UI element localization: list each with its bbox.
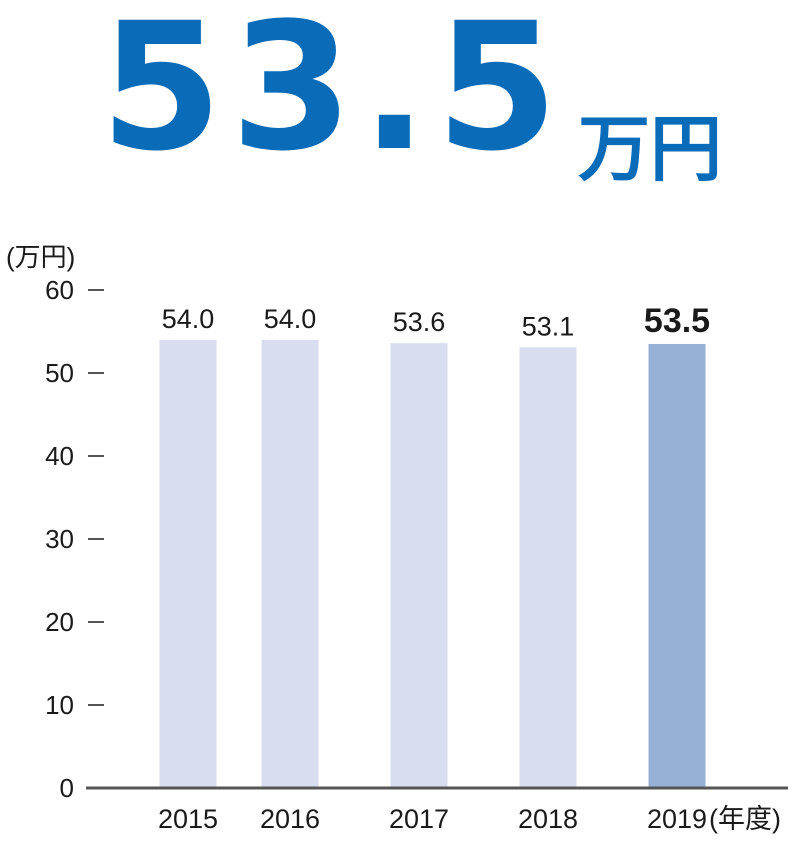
x-axis-title: (年度) [709, 804, 781, 834]
x-tick-label: 2015 [158, 804, 218, 834]
bar [261, 339, 319, 788]
headline-unit: 万円 [578, 107, 723, 191]
x-tick-label: 2019 [647, 804, 707, 834]
bar-value-label: 53.5 [644, 302, 710, 340]
value-labels: 54.0 54.0 53.6 53.1 53.5 [162, 302, 710, 341]
x-tick-label: 2018 [518, 804, 578, 834]
bar [648, 343, 706, 788]
bar [159, 339, 217, 788]
y-tick-label: 40 [45, 441, 74, 471]
bar-value-label: 53.1 [522, 311, 575, 341]
y-tick-label: 10 [45, 690, 74, 720]
bar [519, 347, 577, 788]
bar-value-label: 53.6 [393, 307, 446, 337]
y-tick-label: 30 [45, 524, 74, 554]
x-tick-label: 2016 [260, 804, 320, 834]
bar [390, 343, 448, 788]
x-labels: 2015 2016 2017 2018 2019 (年度) [158, 804, 781, 834]
bars [159, 339, 706, 788]
bar-value-label: 54.0 [162, 304, 215, 334]
x-tick-label: 2017 [389, 804, 449, 834]
bar-value-label: 54.0 [264, 304, 317, 334]
y-tick-label: 20 [45, 607, 74, 637]
y-tick-label: 50 [45, 358, 74, 388]
y-tick-label: 60 [45, 275, 74, 305]
y-tick-label: 0 [60, 773, 74, 803]
y-axis-title: (万円) [6, 242, 75, 272]
headline-value: 53.5 [100, 0, 567, 190]
y-ticks: 0 10 20 30 40 50 60 [45, 275, 104, 803]
